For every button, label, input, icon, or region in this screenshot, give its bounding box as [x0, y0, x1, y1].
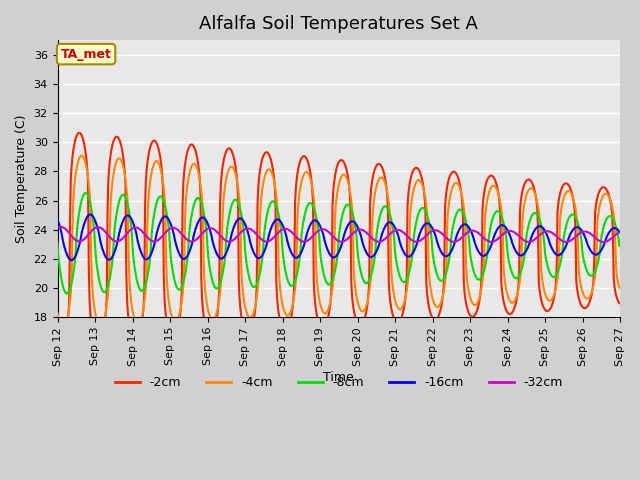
X-axis label: Time: Time [323, 371, 354, 384]
Y-axis label: Soil Temperature (C): Soil Temperature (C) [15, 114, 28, 243]
Text: TA_met: TA_met [61, 48, 111, 60]
Title: Alfalfa Soil Temperatures Set A: Alfalfa Soil Temperatures Set A [199, 15, 478, 33]
Legend: -2cm, -4cm, -8cm, -16cm, -32cm: -2cm, -4cm, -8cm, -16cm, -32cm [109, 371, 568, 394]
